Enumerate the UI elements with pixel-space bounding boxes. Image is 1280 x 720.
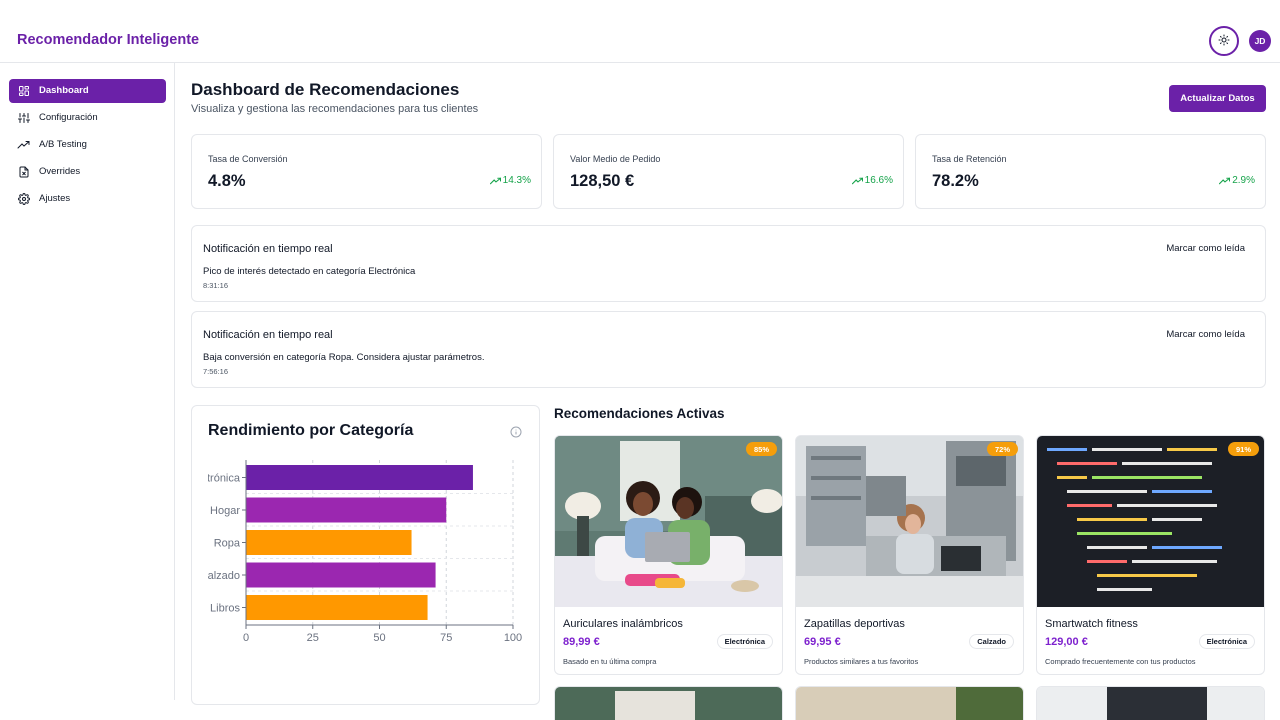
y-tick-label: Electrónica (192, 473, 241, 485)
top-bar: Recomendador Inteligente JD (0, 0, 1280, 63)
theme-toggle-button[interactable] (1209, 26, 1239, 56)
grid-icon (17, 85, 30, 98)
bar (246, 465, 473, 490)
sidebar-item-label: Overrides (39, 166, 81, 178)
recommendation-card[interactable]: 72% Zapatillas deportivas 69,95 € Calzad… (795, 435, 1024, 675)
notification-card: Notificación en tiempo real Pico de inte… (191, 225, 1266, 302)
notification-message: Pico de interés detectado en categoría E… (203, 266, 416, 277)
product-image (555, 687, 782, 720)
recommendation-reason: Comprado frecuentemente con tus producto… (1045, 657, 1196, 666)
recommendation-card[interactable] (554, 686, 783, 720)
x-tick-label: 75 (440, 632, 452, 644)
sidebar-item-dashboard[interactable]: Dashboard (9, 79, 166, 103)
category-bar-chart: 0 25 50 75 100 Electrónica Hogar Ropa Calzado Lib… (192, 460, 522, 644)
recommendation-reason: Basado en tu última compra (563, 657, 657, 666)
refresh-data-button[interactable]: Actualizar Datos (1169, 85, 1266, 112)
match-badge: 72% (986, 442, 1018, 456)
notification-time: 8:31:16 (203, 281, 229, 290)
product-image: 85% (555, 436, 782, 607)
y-tick-label: Calzado (200, 570, 240, 582)
gear-icon (17, 193, 30, 206)
x-tick-label: 25 (307, 632, 319, 644)
product-image (1037, 687, 1264, 720)
kpi-label: Valor Medio de Pedido (570, 154, 661, 164)
sidebar-item-label: Dashboard (39, 85, 89, 97)
product-image: 91% (1037, 436, 1264, 607)
sidebar-item-label: A/B Testing (39, 139, 87, 151)
kpi-card-retention: Tasa de Retención 78.2% 2.9% (915, 134, 1266, 209)
recommendation-card[interactable] (1036, 686, 1265, 720)
page-title: Dashboard de Recomendaciones (191, 80, 460, 99)
kpi-label: Tasa de Retención (932, 154, 1007, 164)
trend-up-icon (1219, 177, 1231, 184)
bar (246, 562, 436, 588)
y-tick-label: Hogar (210, 505, 240, 517)
bar (246, 497, 447, 523)
recommendations-title: Recomendaciones Activas (554, 406, 725, 421)
product-name: Zapatillas deportivas (804, 618, 905, 630)
sidebar-item-ajustes[interactable]: Ajustes (9, 187, 166, 211)
sidebar: Dashboard Configuración A/B Testing Over… (0, 63, 175, 700)
kpi-trend-value: 14.3% (502, 175, 531, 186)
category-performance-card: 0 25 50 75 100 Electrónica Hogar Ropa Calzado Lib… (191, 405, 540, 705)
kpi-card-conversion: Tasa de Conversión 4.8% 14.3% (191, 134, 542, 209)
x-tick-label: 100 (504, 632, 522, 644)
sidebar-item-overrides[interactable]: Overrides (9, 160, 166, 184)
trend-icon (17, 139, 30, 152)
product-name: Smartwatch fitness (1045, 618, 1138, 630)
kpi-trend: 14.3% (489, 175, 531, 186)
info-icon[interactable] (510, 425, 522, 443)
trend-up-icon (489, 177, 501, 184)
recommendation-card[interactable]: 91% Smartwatch fitness 129,00 € Electrón… (1036, 435, 1265, 675)
sliders-icon (17, 112, 30, 125)
bar (246, 530, 412, 555)
notification-message: Baja conversión en categoría Ropa. Consi… (203, 352, 485, 363)
notification-title: Notificación en tiempo real (203, 243, 333, 255)
kpi-value: 128,50 € (570, 172, 635, 190)
sidebar-item-label: Ajustes (39, 193, 71, 205)
app-title: Recomendador Inteligente (17, 32, 200, 48)
category-badge: Electrónica (1198, 634, 1255, 649)
match-badge: 85% (745, 442, 777, 456)
trend-up-icon (851, 177, 863, 184)
recommendation-card[interactable]: 85% Auriculares inalámbricos 89,99 € Ele… (554, 435, 783, 675)
product-image: 72% (796, 436, 1023, 607)
notification-title: Notificación en tiempo real (203, 329, 333, 341)
notification-card: Notificación en tiempo real Baja convers… (191, 311, 1266, 388)
kpi-value: 78.2% (932, 172, 979, 190)
x-tick-label: 0 (243, 632, 249, 644)
kpi-label: Tasa de Conversión (208, 154, 288, 164)
y-tick-label: Ropa (214, 538, 241, 550)
kpi-trend: 2.9% (1219, 175, 1255, 186)
sun-icon (1218, 34, 1230, 49)
mark-as-read-button[interactable]: Marcar como leída (1166, 329, 1245, 340)
product-price: 129,00 € (1045, 636, 1088, 648)
kpi-trend-value: 2.9% (1232, 175, 1255, 186)
file-x-icon (17, 166, 30, 179)
x-tick-label: 50 (373, 632, 385, 644)
kpi-trend: 16.6% (851, 175, 893, 186)
bar (246, 595, 428, 620)
kpi-card-order-value: Valor Medio de Pedido 128,50 € 16.6% (553, 134, 904, 209)
sidebar-item-ab-testing[interactable]: A/B Testing (9, 133, 166, 157)
sidebar-item-configuracion[interactable]: Configuración (9, 106, 166, 130)
sidebar-item-label: Configuración (39, 112, 98, 124)
category-badge: Electrónica (716, 634, 773, 649)
product-name: Auriculares inalámbricos (563, 618, 683, 630)
product-price: 69,95 € (804, 636, 841, 648)
recommendation-card[interactable] (795, 686, 1024, 720)
category-badge: Calzado (969, 634, 1014, 649)
product-image (796, 687, 1023, 720)
page-subtitle: Visualiza y gestiona las recomendaciones… (191, 103, 479, 115)
avatar[interactable]: JD (1249, 30, 1271, 52)
kpi-trend-value: 16.6% (864, 175, 893, 186)
product-price: 89,99 € (563, 636, 600, 648)
chart-title: Rendimiento por Categoría (208, 422, 414, 439)
mark-as-read-button[interactable]: Marcar como leída (1166, 243, 1245, 254)
y-tick-label: Libros (210, 603, 240, 615)
notification-time: 7:56:16 (203, 367, 229, 376)
recommendation-reason: Productos similares a tus favoritos (804, 657, 919, 666)
kpi-value: 4.8% (208, 172, 246, 190)
match-badge: 91% (1227, 442, 1259, 456)
